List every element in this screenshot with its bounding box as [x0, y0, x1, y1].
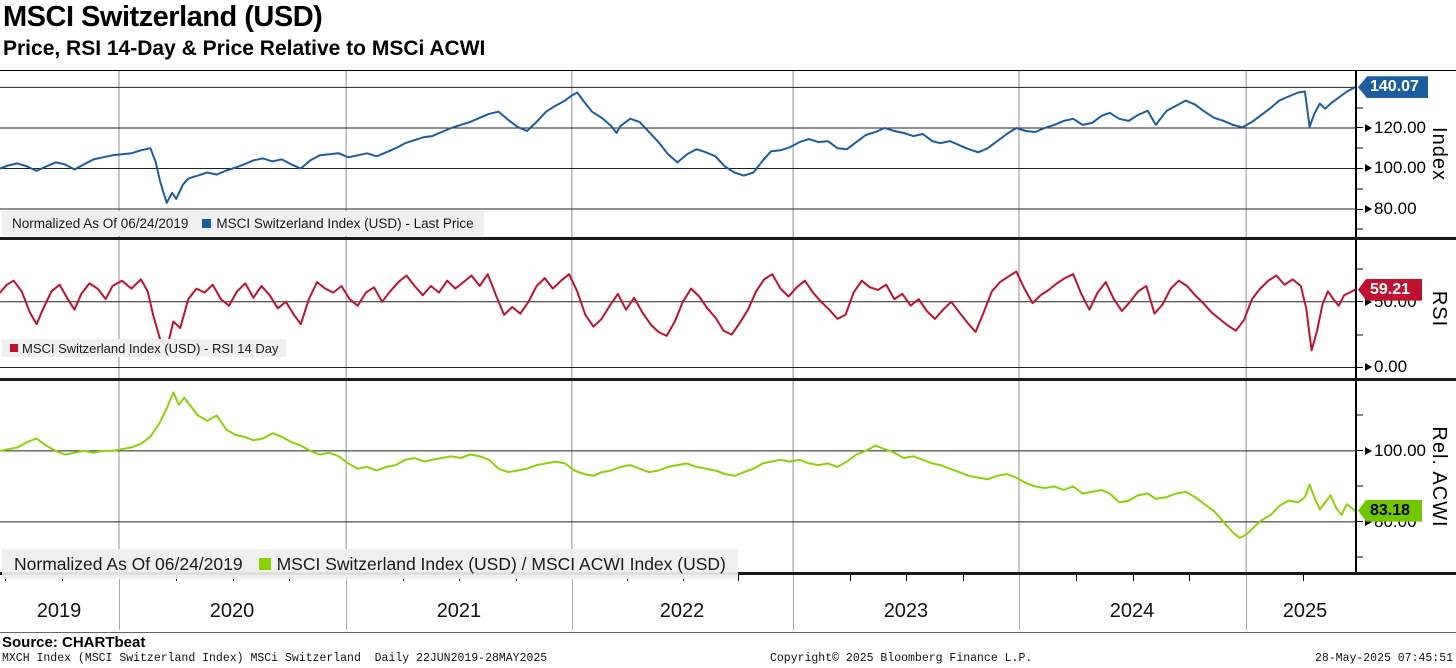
y-axis-tick-label: 0.00: [1374, 357, 1408, 377]
year-separator-line: [1246, 575, 1248, 630]
y-axis-minor-tick: [1357, 414, 1363, 416]
y-axis-minor-tick: [1357, 485, 1363, 487]
panel-separator: [0, 237, 1456, 240]
x-axis-minor-tick: [906, 575, 907, 581]
price-right-axis: Index 120.00 100.00 80.00 140.07: [1355, 71, 1456, 237]
x-axis-minor-tick: [1132, 575, 1134, 581]
x-axis-year-label: 2019: [36, 600, 82, 622]
relative-axis-title: Rel. ACWI: [1428, 425, 1450, 528]
rsi-series-swatch: [10, 344, 18, 352]
x-axis-minor-tick: [1075, 575, 1077, 581]
normalized-note: Normalized As Of 06/24/2019: [12, 216, 189, 231]
y-axis-tick-label: 120.00: [1374, 117, 1426, 137]
page-title: MSCI Switzerland (USD): [3, 1, 323, 33]
y-axis-tick-label: 100.00: [1374, 158, 1426, 178]
x-axis-minor-tick: [849, 575, 851, 581]
timestamp-label: 28-May-2025 07:45:51: [1314, 652, 1453, 665]
relative-last-value-badge: 83.18: [1358, 499, 1422, 522]
y-axis-minor-tick: [1357, 268, 1363, 270]
tick-arrow-icon: [1365, 363, 1372, 372]
x-axis-minor-tick: [1302, 575, 1304, 581]
tick-arrow-icon: [1365, 164, 1372, 173]
y-axis-minor-tick: [1357, 147, 1363, 149]
page-subtitle: Price, RSI 14-Day & Price Relative to MS…: [3, 37, 486, 60]
y-axis-tick-label: 100.00: [1374, 440, 1426, 460]
y-axis-tick: 100.00: [1357, 441, 1426, 461]
rsi-last-value-badge: 59.21: [1358, 278, 1422, 301]
price-series-label: MSCI Switzerland Index (USD) - Last Pric…: [216, 216, 474, 231]
price-legend: Normalized As Of 06/24/2019 MSCI Switzer…: [2, 211, 484, 236]
rsi-panel: RSI 50.00 0.00 59.21 MSCI Switzerland Inde…: [0, 240, 1456, 378]
x-axis-minor-tick: [962, 575, 964, 581]
y-axis-tick: 0.00: [1357, 357, 1407, 377]
x-axis: 2019 2020 2021 2022 2023 2024 2025: [0, 572, 1456, 633]
relative-plot-canvas[interactable]: [0, 381, 1355, 572]
y-axis-tick: 100.00: [1357, 158, 1426, 178]
year-separator-line: [346, 575, 348, 630]
rsi-axis-title: RSI: [1428, 290, 1450, 328]
year-separator-line: [571, 575, 573, 630]
y-axis-minor-tick: [1357, 556, 1363, 558]
relative-legend: Normalized As Of 06/24/2019 MSCI Switzer…: [2, 549, 738, 579]
x-axis-year-label: 2021: [436, 600, 482, 622]
rsi-legend: MSCI Switzerland Index (USD) - RSI 14 Da…: [2, 339, 287, 357]
copyright-label: Copyright© 2025 Bloomberg Finance L.P.: [770, 652, 1033, 665]
year-separator-line: [793, 575, 795, 630]
price-series-swatch: [202, 219, 212, 228]
year-separator-line: [1018, 575, 1020, 630]
y-axis-tick-label: 80.00: [1374, 199, 1417, 219]
y-axis-minor-tick: [1357, 188, 1363, 190]
price-last-value-badge: 140.07: [1358, 76, 1428, 99]
y-axis-minor-tick: [1357, 334, 1363, 336]
panel-separator: [0, 378, 1456, 381]
x-axis-minor-tick: [1189, 575, 1191, 581]
y-axis-minor-tick: [1357, 228, 1363, 230]
tick-arrow-icon: [1365, 205, 1372, 214]
y-axis-tick: 80.00: [1357, 199, 1417, 219]
x-axis-minor-tick: [737, 575, 739, 581]
relative-series-swatch: [258, 558, 271, 570]
rsi-series-label: MSCI Switzerland Index (USD) - RSI 14 Da…: [22, 340, 279, 356]
price-panel: Index 120.00 100.00 80.00 140.07 Normalized…: [0, 71, 1456, 237]
rsi-right-axis: RSI 50.00 0.00 59.21: [1355, 240, 1456, 378]
x-axis-year-label: 2023: [883, 600, 929, 622]
tick-arrow-icon: [1365, 446, 1372, 455]
tick-arrow-icon: [1365, 123, 1372, 132]
price-plot-canvas[interactable]: [0, 71, 1355, 237]
x-axis-year-label: 2022: [659, 600, 705, 622]
normalized-note: Normalized As Of 06/24/2019: [14, 553, 243, 574]
y-axis-minor-tick: [1357, 107, 1363, 109]
x-axis-year-label: 2025: [1282, 600, 1328, 622]
price-axis-title: Index: [1428, 127, 1450, 181]
chart-top-frame: [0, 70, 1456, 71]
relative-series-label: MSCI Switzerland Index (USD) / MSCI ACWI…: [276, 553, 726, 574]
x-axis-year-label: 2024: [1109, 600, 1155, 622]
chart-bottom-frame: [0, 632, 1456, 633]
rsi-plot-canvas[interactable]: [0, 240, 1355, 378]
source-label: Source: CHARTbeat: [2, 634, 146, 651]
tick-arrow-icon: [1365, 517, 1372, 526]
ticker-description: MXCH Index (MSCI Switzerland Index) MSCi…: [2, 652, 548, 665]
year-separator-line: [118, 575, 120, 630]
y-axis-tick: 120.00: [1357, 118, 1426, 138]
tick-arrow-icon: [1365, 297, 1372, 306]
x-axis-year-label: 2020: [209, 600, 255, 622]
